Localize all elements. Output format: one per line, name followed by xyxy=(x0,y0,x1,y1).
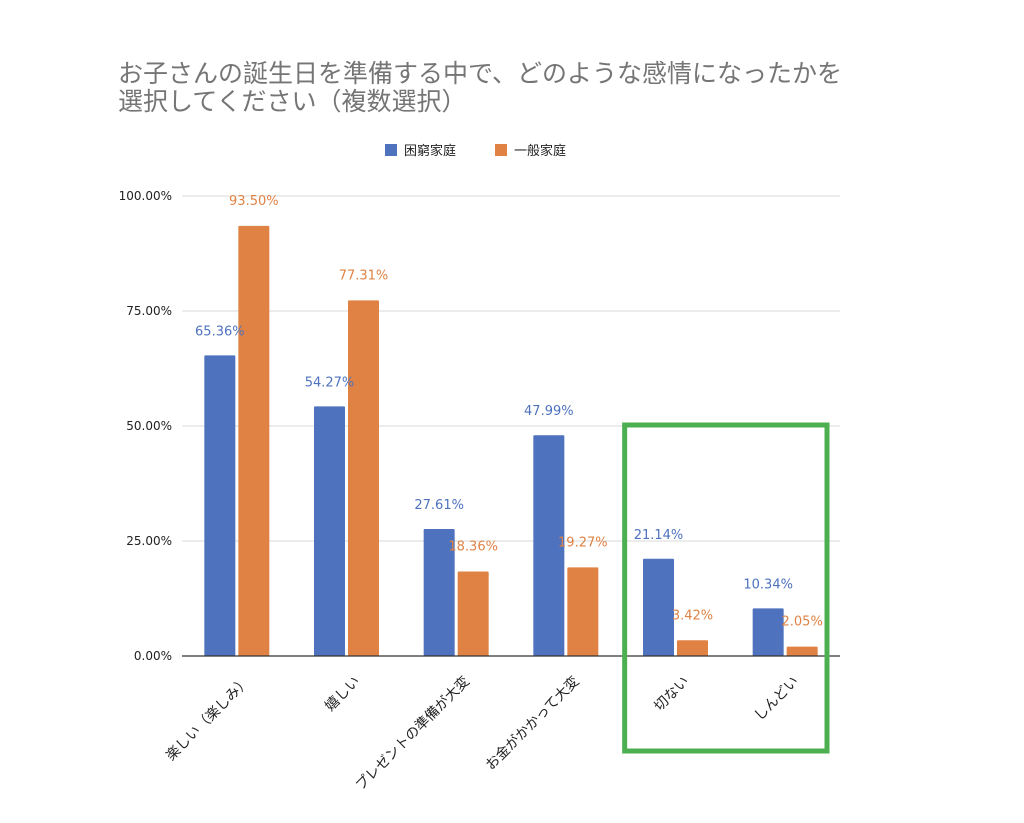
legend-swatch xyxy=(385,144,397,156)
data-label: 93.50% xyxy=(229,194,279,209)
y-tick-label: 25.00% xyxy=(126,534,172,548)
data-label: 10.34% xyxy=(743,577,793,592)
bar xyxy=(533,435,565,656)
legend-label: 困窮家庭 xyxy=(404,143,456,159)
y-tick-label: 0.00% xyxy=(134,649,172,663)
y-tick-label: 75.00% xyxy=(126,304,172,318)
data-label: 19.27% xyxy=(558,535,608,550)
data-label: 2.05% xyxy=(782,615,823,630)
x-category-label: しんどい xyxy=(751,674,802,725)
data-label: 18.36% xyxy=(448,540,498,555)
y-tick-label: 100.00% xyxy=(119,189,172,203)
highlight xyxy=(622,422,830,754)
data-label: 77.31% xyxy=(339,268,389,283)
legend-swatch xyxy=(495,144,507,156)
bar xyxy=(457,571,489,656)
bar xyxy=(786,646,818,656)
data-label: 27.61% xyxy=(414,498,464,513)
highlight-box xyxy=(622,422,830,754)
data-label: 47.99% xyxy=(524,404,574,419)
bar xyxy=(238,225,270,656)
bar xyxy=(423,528,455,656)
data-label: 21.14% xyxy=(634,528,684,543)
bars xyxy=(204,225,818,656)
x-category-label: 楽しい（楽しみ） xyxy=(163,674,254,765)
legend: 困窮家庭 一般家庭 xyxy=(385,143,566,159)
bar xyxy=(348,300,379,656)
legend-label: 一般家庭 xyxy=(514,143,566,159)
gridlines xyxy=(182,195,840,542)
data-label: 3.42% xyxy=(672,608,713,623)
bar xyxy=(643,558,674,656)
bar xyxy=(752,608,784,656)
x-category-label: 切ない xyxy=(651,674,692,715)
data-label: 65.36% xyxy=(195,324,245,339)
data-labels: 65.36% 54.27% 27.61% 47.99% 21.14% 10.34% 93.5… xyxy=(195,194,823,630)
x-category-label: プレゼントの準備が大変 xyxy=(352,673,473,794)
chart-title: お子さんの誕生日を準備する中で、どのような感情になったかを選択してください（複数… xyxy=(118,59,843,116)
bar xyxy=(677,640,708,656)
bar xyxy=(314,406,345,656)
data-label: 54.27% xyxy=(305,375,355,390)
bar xyxy=(204,355,236,656)
bar xyxy=(567,567,599,656)
x-category-label: 嬉しい xyxy=(322,674,363,715)
y-tick-label: 50.00% xyxy=(126,419,172,433)
x-category-label: お金がかかって大変 xyxy=(482,673,583,774)
